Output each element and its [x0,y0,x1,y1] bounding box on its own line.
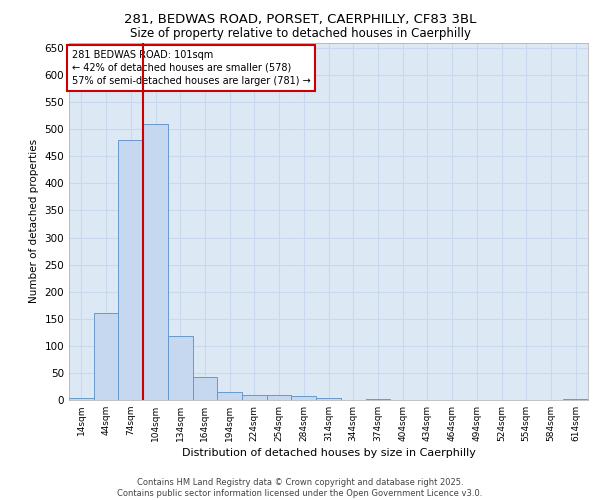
Text: Size of property relative to detached houses in Caerphilly: Size of property relative to detached ho… [130,28,470,40]
X-axis label: Distribution of detached houses by size in Caerphilly: Distribution of detached houses by size … [182,448,475,458]
Bar [168,336,193,400]
Text: Contains HM Land Registry data © Crown copyright and database right 2025.
Contai: Contains HM Land Registry data © Crown c… [118,478,482,498]
Text: 281, BEDWAS ROAD, PORSET, CAERPHILLY, CF83 3BL: 281, BEDWAS ROAD, PORSET, CAERPHILLY, CF… [124,12,476,26]
Bar [365,399,390,400]
Bar [94,314,118,400]
Bar [143,124,168,400]
Text: 281 BEDWAS ROAD: 101sqm
← 42% of detached houses are smaller (578)
57% of semi-d: 281 BEDWAS ROAD: 101sqm ← 42% of detache… [71,50,310,86]
Bar [242,394,267,400]
Y-axis label: Number of detached properties: Number of detached properties [29,139,39,304]
Bar [118,140,143,400]
Bar [316,398,341,400]
Bar [193,377,217,400]
Bar [69,398,94,400]
Bar [217,392,242,400]
Bar [292,396,316,400]
Bar [563,399,588,400]
Bar [267,395,292,400]
